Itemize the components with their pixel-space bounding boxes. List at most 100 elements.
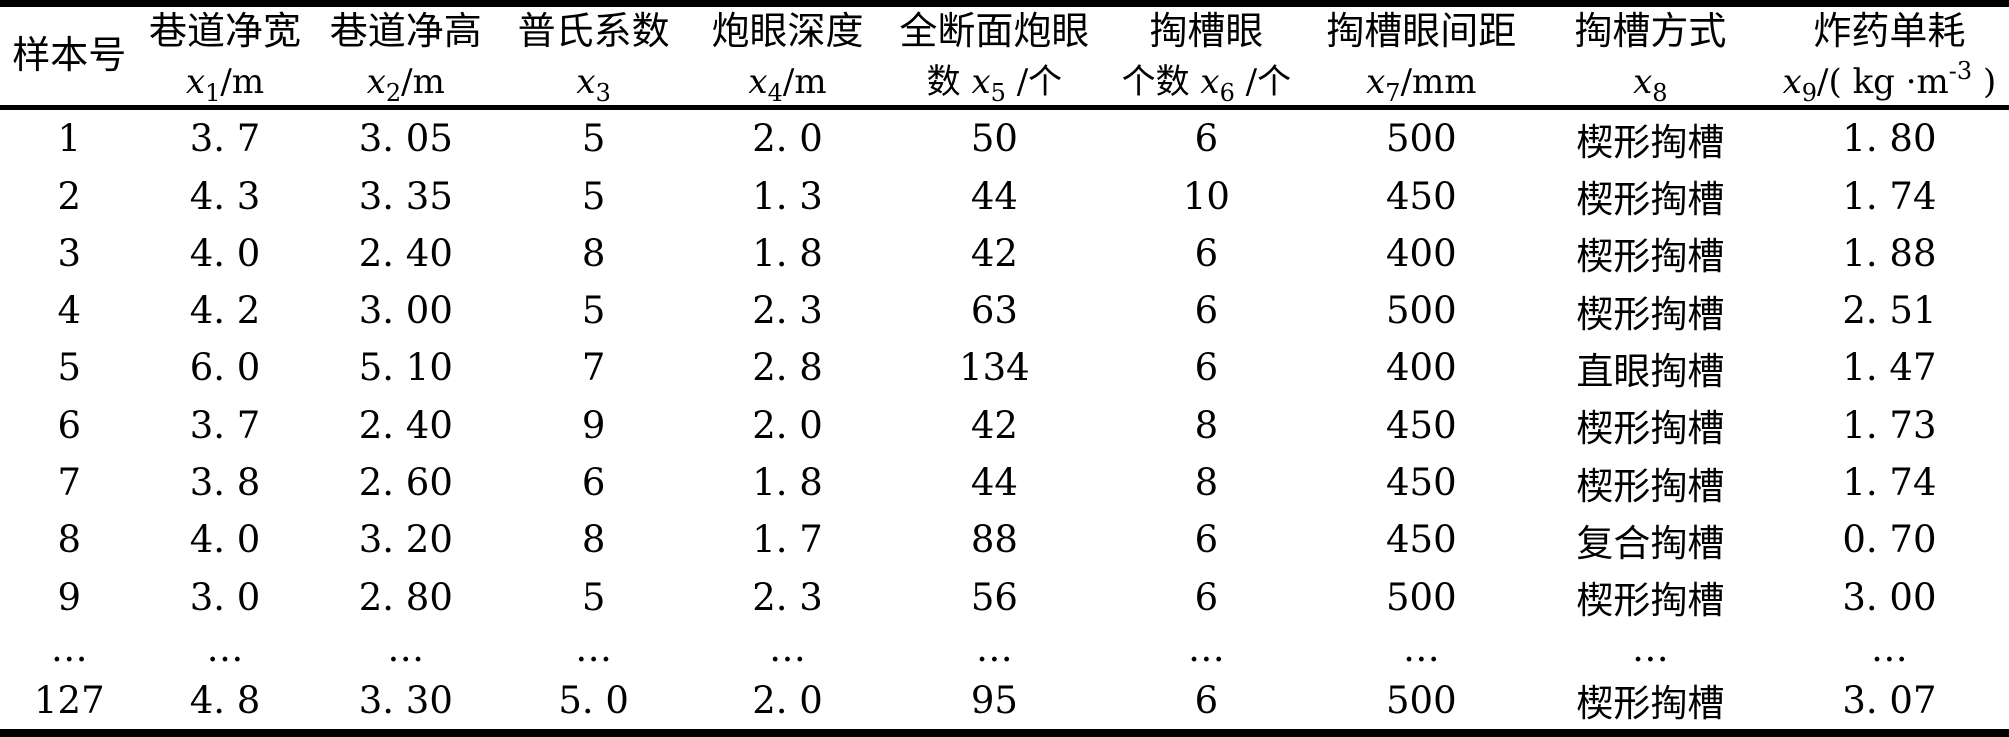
col-header-tunnel-height: 巷道净高 x2/m <box>311 3 501 110</box>
table-cell: 8 <box>57 518 82 562</box>
table-cell: … <box>975 627 1013 671</box>
table-cell: 1. 7 <box>752 518 823 562</box>
table-cell: 0. 70 <box>1842 518 1937 562</box>
table-cell: 6 <box>1194 289 1219 333</box>
table-cell: 6 <box>1194 575 1219 619</box>
table-row: 4 4. 2 3. 00 5 2. 3 63 6 500 楔形掏槽 2. 51 <box>0 282 2009 339</box>
table-cell: 2. 0 <box>752 117 823 161</box>
table-cell: 3. 7 <box>189 117 261 161</box>
table-cell: 3. 00 <box>1842 575 1937 619</box>
table-row: 2 4. 3 3. 35 5 1. 3 44 10 450 楔形掏槽 1. 74 <box>0 167 2009 224</box>
table-cell: 楔形掏槽 <box>1576 579 1725 623</box>
col-header-protodyakonov-coeff: 普氏系数 x3 <box>500 3 688 110</box>
table-cell: 44 <box>970 174 1018 218</box>
header-row: 样本号 巷道净宽 x1/m 巷道净高 x2/m 普氏系数 x3 炮眼深度 x4/… <box>0 3 2009 110</box>
col-label: 全断面炮眼 <box>899 8 1090 53</box>
table-cell: 400 <box>1386 231 1457 275</box>
table-cell: … <box>1402 627 1440 671</box>
col-label: 样本号 <box>12 33 127 78</box>
table-cell: 3. 8 <box>189 461 261 505</box>
col-label: 普氏系数 <box>517 8 670 53</box>
table-row: 1 3. 7 3. 05 5 2. 0 50 6 500 楔形掏槽 1. 80 <box>0 108 2009 168</box>
table-cell: 楔形掏槽 <box>1576 407 1725 451</box>
table-cell: … <box>768 627 806 671</box>
table-cell: 5 <box>57 346 82 390</box>
table-cell: 2. 40 <box>358 231 453 275</box>
table-cell: 2. 8 <box>752 346 823 390</box>
table-cell: 3. 00 <box>358 289 453 333</box>
col-label: 巷道净宽 <box>148 8 301 53</box>
table-cell: 楔形掏槽 <box>1576 464 1725 508</box>
table-cell: 1. 3 <box>752 174 823 218</box>
col-header-cut-hole-spacing: 掏槽眼间距 x7/mm <box>1311 3 1531 110</box>
table-cell: 6 <box>57 403 82 447</box>
table-row: 9 3. 0 2. 80 5 2. 3 56 6 500 楔形掏槽 3. 00 <box>0 569 2009 626</box>
table-cell: 复合掏槽 <box>1576 521 1725 565</box>
table-row: 6 3. 7 2. 40 9 2. 0 42 8 450 楔形掏槽 1. 73 <box>0 397 2009 454</box>
table-cell: 2. 40 <box>358 403 453 447</box>
table-cell: 楔形掏槽 <box>1576 120 1725 164</box>
table-cell: 8 <box>1194 403 1219 447</box>
table-cell: … <box>575 627 613 671</box>
table-row: 8 4. 0 3. 20 8 1. 7 88 6 450 复合掏槽 0. 70 <box>0 511 2009 568</box>
table-cell: 63 <box>970 289 1018 333</box>
table-cell: 450 <box>1386 461 1457 505</box>
table-cell: 4. 0 <box>189 518 261 562</box>
table-cell: … <box>387 627 425 671</box>
table-cell: 1. 88 <box>1842 231 1937 275</box>
table-row: 5 6. 0 5. 10 7 2. 8 134 6 400 直眼掏槽 1. 47 <box>0 339 2009 396</box>
col-symbol: x2/m <box>366 62 445 108</box>
table-cell: 4. 8 <box>189 678 261 722</box>
table-cell: 直眼掏槽 <box>1576 349 1725 393</box>
table-cell: 450 <box>1386 518 1457 562</box>
table-cell: 44 <box>970 461 1018 505</box>
table-cell: 4. 2 <box>189 289 261 333</box>
table-cell: 1. 73 <box>1842 403 1937 447</box>
table-cell: 500 <box>1386 117 1457 161</box>
table-cell: 9 <box>57 575 82 619</box>
table-cell: 3. 7 <box>189 403 261 447</box>
table-cell: 5 <box>581 174 606 218</box>
table-cell: 3 <box>57 231 82 275</box>
table-cell: 8 <box>1194 461 1219 505</box>
table-cell: 6 <box>1194 346 1219 390</box>
table-cell: 7 <box>581 346 606 390</box>
table-cell: 2. 3 <box>752 575 823 619</box>
table-cell: 450 <box>1386 174 1457 218</box>
col-symbol: x7/mm <box>1366 62 1477 108</box>
col-header-cut-hole-count: 掏槽眼 个数 x6 /个 <box>1100 3 1312 110</box>
col-symbol: 数 x5 /个 <box>926 62 1063 108</box>
table-cell: 1. 74 <box>1842 174 1937 218</box>
col-label: 掏槽眼间距 <box>1326 8 1517 53</box>
table-cell: 2 <box>57 174 82 218</box>
table-cell: 450 <box>1386 403 1457 447</box>
table-body: 1 3. 7 3. 05 5 2. 0 50 6 500 楔形掏槽 1. 80 2 4. 3 3. 35… <box>0 108 2009 734</box>
table-cell: 3. 0 <box>189 575 261 619</box>
table-cell: 楔形掏槽 <box>1576 682 1725 726</box>
table-cell: 5. 0 <box>558 678 629 722</box>
col-symbol: x9/( kg ·m-3 ) <box>1782 57 1997 108</box>
col-header-explosive-consumption: 炸药单耗 x9/( kg ·m-3 ) <box>1769 3 2009 110</box>
table-cell: 2. 0 <box>752 678 823 722</box>
col-header-cut-method: 掏槽方式 x8 <box>1530 3 1770 110</box>
table-cell: 3. 20 <box>358 518 453 562</box>
table-cell: … <box>1187 627 1225 671</box>
col-label: 炮眼深度 <box>711 8 864 53</box>
table-cell: 3. 35 <box>358 174 453 218</box>
table-cell: 500 <box>1386 678 1457 722</box>
table-cell: 7 <box>57 461 82 505</box>
table-cell: 1 <box>57 117 82 161</box>
table-cell: 1. 74 <box>1842 461 1937 505</box>
table-cell: 9 <box>581 403 606 447</box>
table-cell: 3. 07 <box>1842 678 1937 722</box>
col-symbol: x1/m <box>185 62 265 108</box>
table-row: ………………………… <box>0 626 2009 672</box>
col-label: 掏槽方式 <box>1574 8 1727 53</box>
table-row: 7 3. 8 2. 60 6 1. 8 44 8 450 楔形掏槽 1. 74 <box>0 454 2009 511</box>
table-cell: 42 <box>970 403 1018 447</box>
table-cell: 50 <box>970 117 1018 161</box>
table-cell: 2. 0 <box>752 403 823 447</box>
table-cell: 5 <box>581 575 606 619</box>
table-cell: 1. 80 <box>1842 117 1937 161</box>
